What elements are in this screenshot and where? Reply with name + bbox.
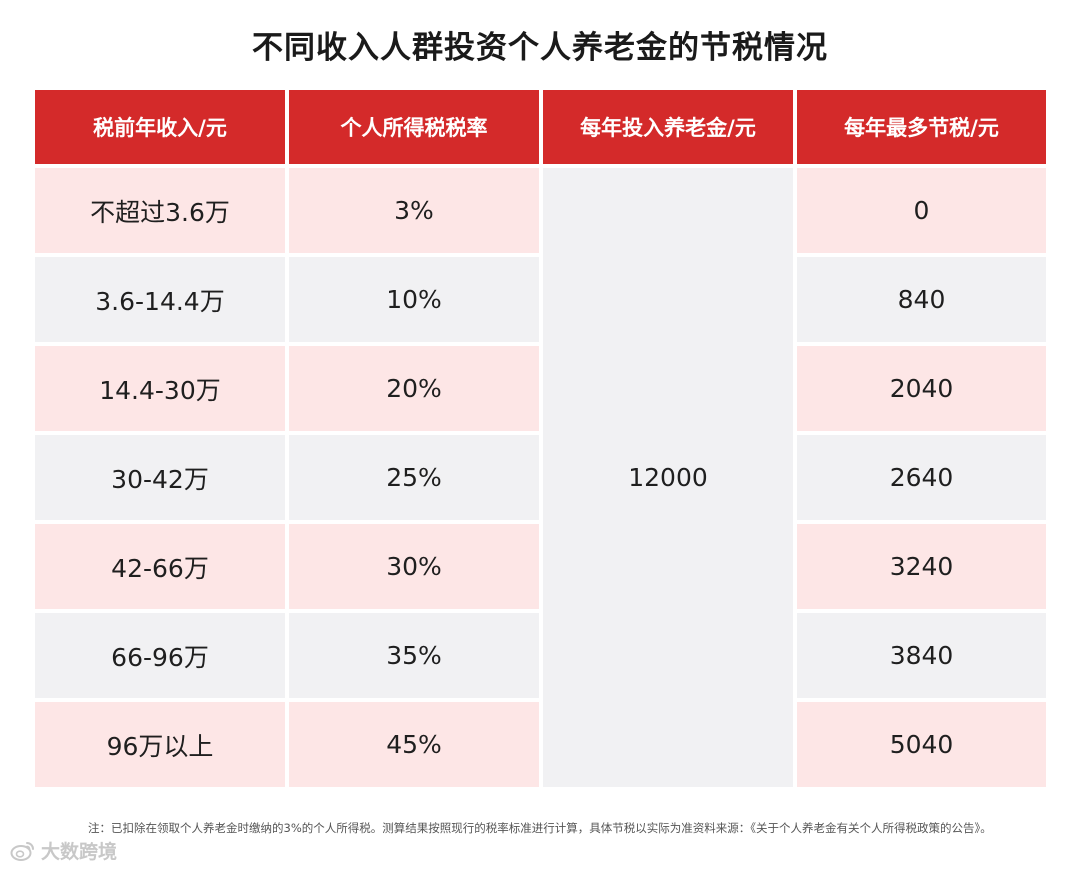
income-cell: 96万以上: [35, 702, 285, 787]
page-title: 不同收入人群投资个人养老金的节税情况: [252, 30, 828, 66]
income-cell: 14.4-30万: [35, 346, 285, 431]
header-investment: 每年投入养老金/元: [543, 90, 793, 164]
saving-cell: 3240: [797, 524, 1046, 609]
watermark: 大数跨境: [10, 837, 117, 864]
header-max-saving: 每年最多节税/元: [797, 90, 1046, 164]
watermark-text: 大数跨境: [41, 841, 118, 863]
saving-cell: 2640: [797, 435, 1046, 520]
rate-cell: 20%: [289, 346, 539, 431]
income-cell: 3.6-14.4万: [35, 257, 285, 342]
header-income: 税前年收入/元: [35, 90, 285, 164]
income-cell: 66-96万: [35, 613, 285, 698]
saving-cell: 5040: [797, 702, 1046, 787]
rate-cell: 3%: [289, 168, 539, 253]
rate-cell: 25%: [289, 435, 539, 520]
income-cell: 42-66万: [35, 524, 285, 609]
rate-cell: 10%: [289, 257, 539, 342]
saving-cell: 3840: [797, 613, 1046, 698]
rate-cell: 30%: [289, 524, 539, 609]
saving-cell: 840: [797, 257, 1046, 342]
investment-cell: 12000: [543, 168, 793, 787]
saving-cell: 0: [797, 168, 1046, 253]
income-cell: 不超过3.6万: [35, 168, 285, 253]
tax-table: 税前年收入/元 个人所得税税率 每年投入养老金/元 每年最多节税/元 不超过3.…: [35, 90, 1046, 789]
income-cell: 30-42万: [35, 435, 285, 520]
saving-cell: 2040: [797, 346, 1046, 431]
rate-cell: 35%: [289, 613, 539, 698]
weibo-logo-icon: [10, 841, 34, 861]
header-tax-rate: 个人所得税税率: [289, 90, 539, 164]
rate-cell: 45%: [289, 702, 539, 787]
footnote: 注：已扣除在领取个人养老金时缴纳的3%的个人所得税。测算结果按照现行的税率标准进…: [88, 821, 992, 835]
